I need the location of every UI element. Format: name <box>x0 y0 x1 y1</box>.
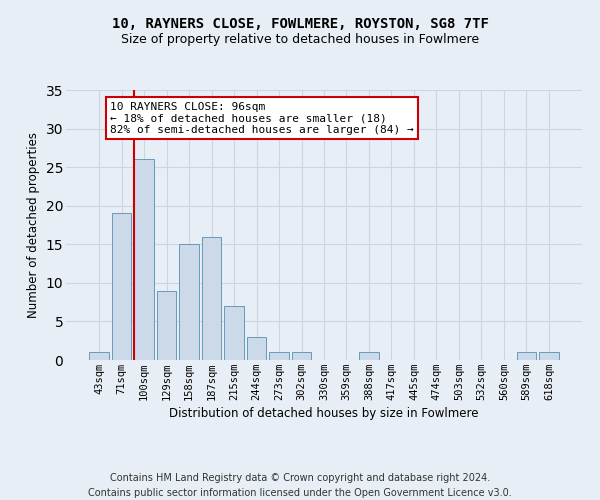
Bar <box>157 290 176 360</box>
Bar <box>224 306 244 360</box>
Y-axis label: Number of detached properties: Number of detached properties <box>27 132 40 318</box>
X-axis label: Distribution of detached houses by size in Fowlmere: Distribution of detached houses by size … <box>169 407 479 420</box>
Bar <box>179 244 199 360</box>
Bar <box>247 337 266 360</box>
Bar <box>202 236 221 360</box>
Bar <box>112 214 131 360</box>
Text: Contains HM Land Registry data © Crown copyright and database right 2024.
Contai: Contains HM Land Registry data © Crown c… <box>88 472 512 498</box>
Bar <box>292 352 311 360</box>
Bar <box>359 352 379 360</box>
Bar <box>134 160 154 360</box>
Text: Size of property relative to detached houses in Fowlmere: Size of property relative to detached ho… <box>121 32 479 46</box>
Bar <box>269 352 289 360</box>
Bar <box>539 352 559 360</box>
Bar <box>89 352 109 360</box>
Text: 10, RAYNERS CLOSE, FOWLMERE, ROYSTON, SG8 7TF: 10, RAYNERS CLOSE, FOWLMERE, ROYSTON, SG… <box>112 18 488 32</box>
Bar <box>517 352 536 360</box>
Text: 10 RAYNERS CLOSE: 96sqm
← 18% of detached houses are smaller (18)
82% of semi-de: 10 RAYNERS CLOSE: 96sqm ← 18% of detache… <box>110 102 414 135</box>
